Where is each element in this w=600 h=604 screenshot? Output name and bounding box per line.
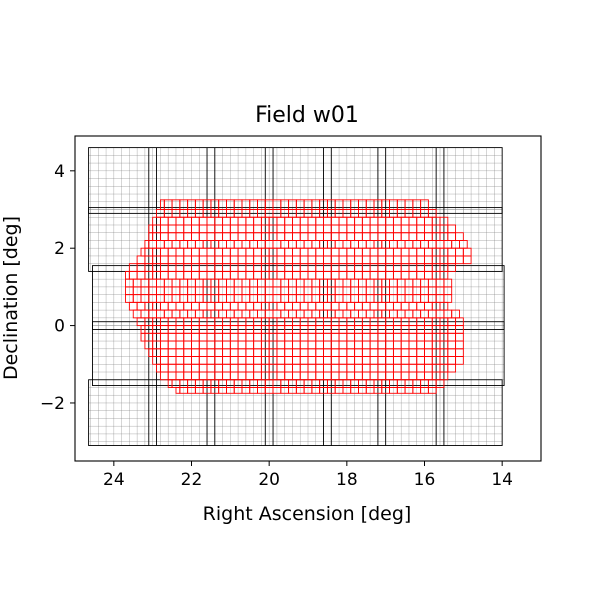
plot-area bbox=[88, 147, 505, 446]
x-tick-label: 16 bbox=[414, 470, 436, 490]
x-tick-label: 20 bbox=[258, 470, 280, 490]
x-tick-label: 22 bbox=[181, 470, 203, 490]
x-axis-label: Right Ascension [deg] bbox=[203, 503, 412, 525]
cell bbox=[140, 332, 146, 342]
y-tick-label: −2 bbox=[40, 394, 65, 414]
ccd-frame-row-3 bbox=[92, 265, 505, 330]
cell bbox=[159, 371, 169, 381]
y-tick-label: 2 bbox=[54, 239, 65, 259]
chart-title: Field w01 bbox=[255, 103, 359, 128]
cell bbox=[167, 379, 173, 388]
ccd-frames bbox=[88, 147, 505, 446]
ccd-frame-row-1 bbox=[88, 147, 503, 214]
ccd-frame-row-4 bbox=[92, 321, 505, 387]
axes-frame bbox=[74, 135, 542, 462]
y-tick-label: 4 bbox=[54, 162, 65, 182]
x-tick-label: 24 bbox=[103, 470, 125, 490]
y-tick-label: 0 bbox=[54, 317, 65, 337]
survey-cells bbox=[125, 199, 472, 394]
x-tick-label: 18 bbox=[336, 470, 358, 490]
cell bbox=[156, 363, 161, 373]
cell bbox=[175, 387, 181, 394]
cell bbox=[148, 348, 154, 357]
y-axis-label: Declination [deg] bbox=[0, 216, 22, 380]
x-tick-label: 14 bbox=[491, 470, 513, 490]
